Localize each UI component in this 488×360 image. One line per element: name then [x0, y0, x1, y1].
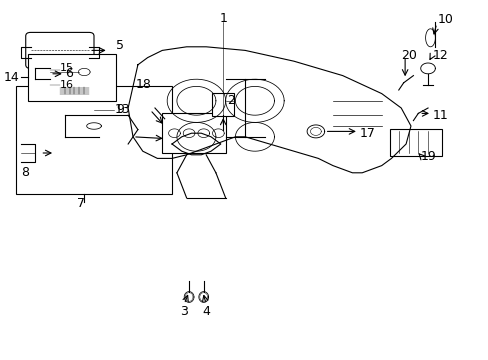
FancyBboxPatch shape	[162, 113, 225, 153]
Text: 19: 19	[420, 150, 436, 163]
Text: 20: 20	[400, 49, 416, 62]
FancyBboxPatch shape	[389, 129, 441, 156]
Text: 10: 10	[437, 13, 453, 26]
Text: 14: 14	[4, 71, 20, 84]
Text: 13: 13	[115, 103, 130, 116]
Text: 4: 4	[202, 305, 210, 318]
Text: 6: 6	[64, 67, 73, 80]
FancyBboxPatch shape	[28, 54, 116, 101]
Text: 2: 2	[226, 94, 234, 107]
Text: 11: 11	[432, 109, 448, 122]
Text: 3: 3	[180, 305, 188, 318]
Text: 8: 8	[21, 166, 29, 179]
Text: 5: 5	[116, 39, 123, 52]
Text: 16: 16	[60, 80, 74, 90]
FancyBboxPatch shape	[212, 93, 234, 116]
Text: 17: 17	[359, 127, 375, 140]
Text: 12: 12	[432, 49, 448, 62]
Text: 7: 7	[77, 197, 85, 210]
Text: 18: 18	[135, 78, 151, 91]
FancyBboxPatch shape	[26, 32, 94, 68]
FancyBboxPatch shape	[16, 86, 172, 194]
Text: 15: 15	[60, 63, 74, 73]
Text: 1: 1	[219, 12, 227, 24]
Text: 9: 9	[116, 103, 123, 116]
